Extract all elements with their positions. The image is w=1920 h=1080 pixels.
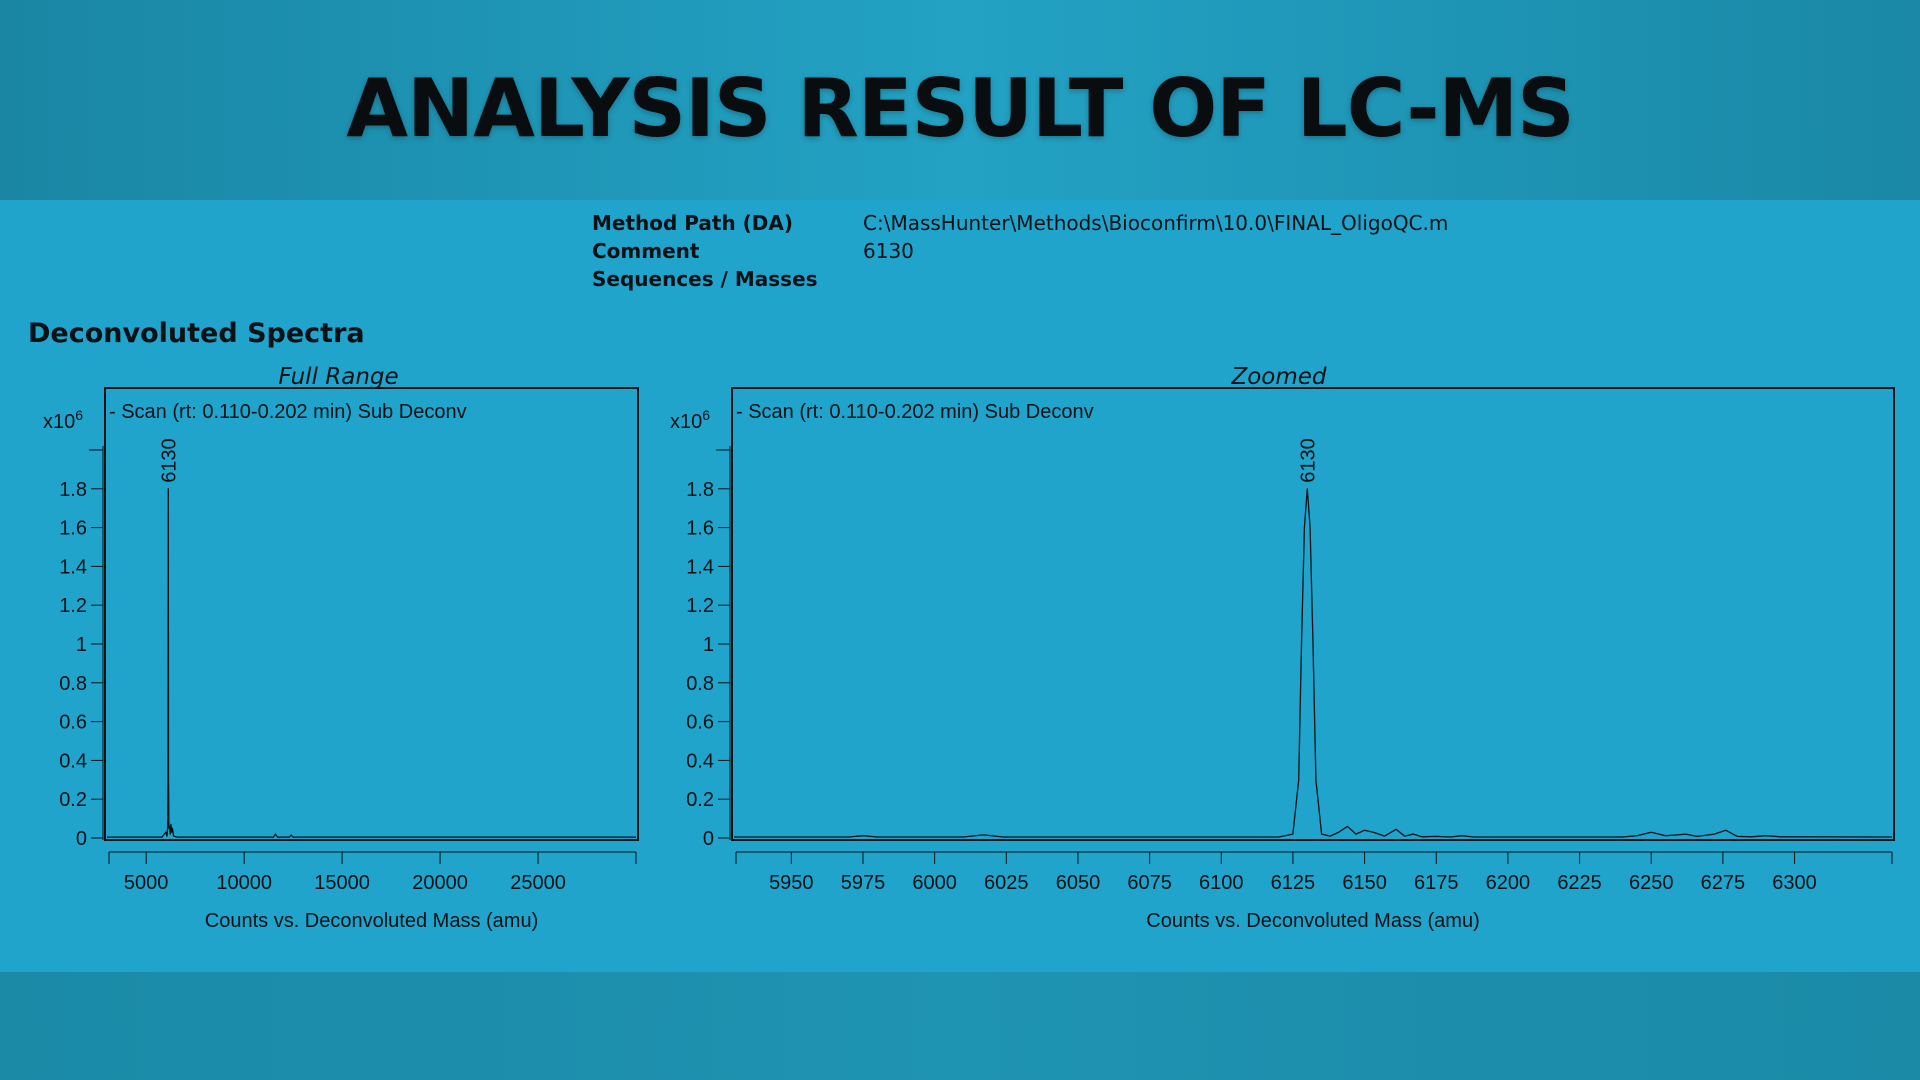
zoom-y-tick-label-5: 1 bbox=[703, 634, 714, 656]
zoom-x-tick-label-8: 6150 bbox=[1342, 872, 1387, 894]
full-x-tick-label-3: 20000 bbox=[412, 872, 468, 894]
zoom-x-tick-label-1: 5975 bbox=[841, 872, 886, 894]
full-y-tick-label-7: 1.4 bbox=[59, 556, 87, 578]
zoom-x-tick-label-13: 6275 bbox=[1701, 872, 1746, 894]
full-series-line-0 bbox=[107, 488, 636, 838]
full-y-tick-label-8: 1.6 bbox=[59, 518, 87, 540]
zoom-y-tick-label-2: 0.4 bbox=[686, 750, 714, 772]
full-scan-label: - Scan (rt: 0.110-0.202 min) Sub Deconv bbox=[109, 401, 467, 423]
full-y-tick-label-2: 0.4 bbox=[59, 750, 87, 772]
zoom-y-tick-label-7: 1.4 bbox=[686, 556, 714, 578]
full-peak-label-0: 6130 bbox=[158, 438, 180, 483]
zoom-plot-frame bbox=[731, 387, 1895, 841]
zoom-x-tick-label-14: 6300 bbox=[1772, 872, 1817, 894]
zoom-x-tick-label-10: 6200 bbox=[1486, 872, 1531, 894]
zoom-series-line-0 bbox=[734, 488, 1893, 838]
zoom-x-tick-label-5: 6075 bbox=[1127, 872, 1172, 894]
full-plot-frame bbox=[104, 387, 639, 841]
full-y-tick-label-6: 1.2 bbox=[59, 595, 87, 617]
zoom-y-tick-label-4: 0.8 bbox=[686, 673, 714, 695]
full-x-tick-label-2: 15000 bbox=[314, 872, 370, 894]
full-x-tick-label-0: 5000 bbox=[124, 872, 169, 894]
zoom-x-tick-label-6: 6100 bbox=[1199, 872, 1244, 894]
header-background bbox=[0, 0, 1920, 200]
section-title: Deconvoluted Spectra bbox=[28, 318, 365, 349]
full-x-tick-label-4: 25000 bbox=[510, 872, 566, 894]
full-x-tick-label-1: 10000 bbox=[216, 872, 272, 894]
full-y-tick-label-0: 0 bbox=[76, 828, 87, 850]
report-panel bbox=[0, 200, 1920, 972]
full-y-tick-label-5: 1 bbox=[76, 634, 87, 656]
zoom-y-tick-label-0: 0 bbox=[703, 828, 714, 850]
full-x-axis-label: Counts vs. Deconvoluted Mass (amu) bbox=[205, 910, 538, 932]
full-y-tick-label-3: 0.6 bbox=[59, 712, 87, 734]
full-y-tick-label-4: 0.8 bbox=[59, 673, 87, 695]
meta-key-method-path: Method Path (DA) bbox=[592, 211, 794, 235]
zoom-y-tick-label-9: 1.8 bbox=[686, 479, 714, 501]
zoom-x-tick-label-11: 6225 bbox=[1557, 872, 1602, 894]
zoom-x-tick-label-4: 6050 bbox=[1056, 872, 1101, 894]
zoom-x-tick-label-12: 6250 bbox=[1629, 872, 1674, 894]
zoom-title: Zoomed bbox=[1230, 364, 1326, 390]
meta-value-method-path: C:\MassHunter\Methods\Bioconfirm\10.0\FI… bbox=[863, 211, 1449, 235]
zoom-y-tick-label-3: 0.6 bbox=[686, 712, 714, 734]
meta-value-comment: 6130 bbox=[863, 239, 914, 263]
meta-key-sequences: Sequences / Masses bbox=[592, 267, 818, 291]
zoom-x-tick-label-3: 6025 bbox=[984, 872, 1029, 894]
zoom-y-tick-label-1: 0.2 bbox=[686, 789, 714, 811]
zoom-x-tick-label-2: 6000 bbox=[912, 872, 957, 894]
full-y-tick-label-9: 1.8 bbox=[59, 479, 87, 501]
meta-key-comment: Comment bbox=[592, 239, 700, 263]
zoom-x-tick-label-9: 6175 bbox=[1414, 872, 1459, 894]
page-title: ANALYSIS RESULT OF LC-MS bbox=[346, 62, 1575, 155]
zoom-x-tick-label-7: 6125 bbox=[1271, 872, 1316, 894]
zoom-peak-label-0: 6130 bbox=[1297, 438, 1319, 483]
full-title: Full Range bbox=[278, 364, 398, 390]
zoom-x-axis-label: Counts vs. Deconvoluted Mass (amu) bbox=[1146, 910, 1479, 932]
zoom-y-multiplier: x106 bbox=[670, 407, 710, 433]
zoom-y-tick-label-8: 1.6 bbox=[686, 518, 714, 540]
zoom-y-tick-label-6: 1.2 bbox=[686, 595, 714, 617]
zoom-scan-label: - Scan (rt: 0.110-0.202 min) Sub Deconv bbox=[736, 401, 1094, 423]
zoom-x-tick-label-0: 5950 bbox=[769, 872, 814, 894]
footer-background bbox=[0, 972, 1920, 1080]
full-y-tick-label-1: 0.2 bbox=[59, 789, 87, 811]
